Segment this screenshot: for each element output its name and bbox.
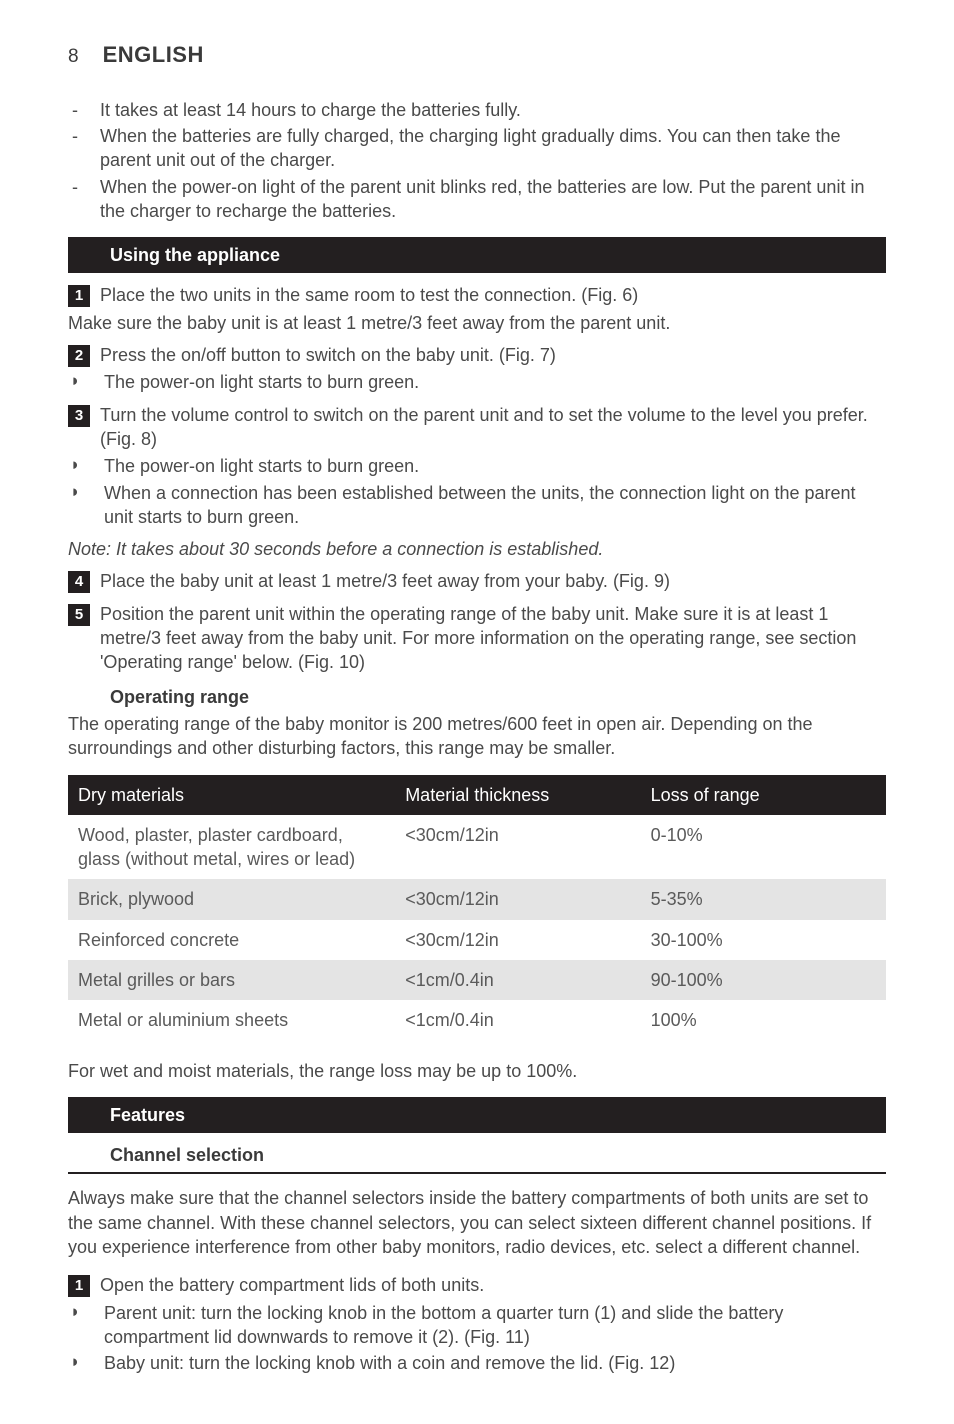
- pointer-text: Parent unit: turn the locking knob in th…: [104, 1301, 886, 1350]
- cell-loss: 30-100%: [641, 920, 886, 960]
- cell-material: Wood, plaster, plaster cardboard, glass …: [68, 815, 395, 880]
- table-row: Brick, plywood <30cm/12in 5-35%: [68, 879, 886, 919]
- range-table: Dry materials Material thickness Loss of…: [68, 775, 886, 1041]
- step-text: Place the baby unit at least 1 metre/3 f…: [100, 569, 886, 593]
- intro-bullets: -It takes at least 14 hours to charge th…: [68, 98, 886, 223]
- page-language: ENGLISH: [103, 40, 204, 70]
- cell-thickness: <30cm/12in: [395, 920, 640, 960]
- cell-thickness: <30cm/12in: [395, 815, 640, 880]
- step-4: 4 Place the baby unit at least 1 metre/3…: [68, 569, 886, 593]
- step-text: Open the battery compartment lids of bot…: [100, 1273, 886, 1297]
- dash-icon: -: [68, 98, 82, 122]
- list-item: ◗ The power-on light starts to burn green…: [68, 370, 886, 394]
- cell-loss: 0-10%: [641, 815, 886, 880]
- step-text: Turn the volume control to switch on the…: [100, 403, 886, 452]
- list-item: ◗ The power-on light starts to burn green…: [68, 454, 886, 478]
- step-1: 1 Place the two units in the same room t…: [68, 283, 886, 307]
- pointer-text: The power-on light starts to burn green.: [104, 454, 419, 478]
- step-badge: 5: [68, 604, 90, 626]
- step-1-sub: Make sure the baby unit is at least 1 me…: [68, 311, 886, 335]
- section-using-appliance: Using the appliance: [68, 237, 886, 273]
- step-text: Place the two units in the same room to …: [100, 283, 886, 307]
- step-badge: 2: [68, 345, 90, 367]
- heading-operating-range: Operating range: [110, 685, 886, 709]
- cell-material: Metal grilles or bars: [68, 960, 395, 1000]
- step-2-pointers: ◗ The power-on light starts to burn green…: [68, 370, 886, 394]
- step-badge: 4: [68, 571, 90, 593]
- list-item: ◗ Parent unit: turn the locking knob in t…: [68, 1301, 886, 1350]
- cell-thickness: <30cm/12in: [395, 879, 640, 919]
- heading-channel-selection: Channel selection: [110, 1143, 886, 1172]
- cell-thickness: <1cm/0.4in: [395, 960, 640, 1000]
- step-2: 2 Press the on/off button to switch on t…: [68, 343, 886, 367]
- heading-channel-selection-wrap: Channel selection: [68, 1143, 886, 1174]
- table-row: Reinforced concrete <30cm/12in 30-100%: [68, 920, 886, 960]
- pointer-icon: ◗: [70, 1301, 82, 1350]
- pointer-text: Baby unit: turn the locking knob with a …: [104, 1351, 675, 1375]
- channel-step-1-pointers: ◗ Parent unit: turn the locking knob in t…: [68, 1301, 886, 1376]
- list-item: ◗ Baby unit: turn the locking knob with a…: [68, 1351, 886, 1375]
- cell-material: Reinforced concrete: [68, 920, 395, 960]
- step-5: 5 Position the parent unit within the op…: [68, 602, 886, 675]
- section-features: Features: [68, 1097, 886, 1133]
- cell-loss: 90-100%: [641, 960, 886, 1000]
- list-item: -It takes at least 14 hours to charge th…: [68, 98, 886, 122]
- step-3-pointers: ◗ The power-on light starts to burn green…: [68, 454, 886, 529]
- list-item: -When the power-on light of the parent u…: [68, 175, 886, 224]
- bullet-text: When the batteries are fully charged, th…: [100, 124, 886, 173]
- pointer-icon: ◗: [70, 370, 82, 394]
- page-number: 8: [68, 44, 79, 70]
- channel-step-1: 1 Open the battery compartment lids of b…: [68, 1273, 886, 1297]
- step-badge: 1: [68, 1275, 90, 1297]
- table-row: Wood, plaster, plaster cardboard, glass …: [68, 815, 886, 880]
- pointer-text: When a connection has been established b…: [104, 481, 886, 530]
- col-thickness: Material thickness: [395, 775, 640, 815]
- step-text: Press the on/off button to switch on the…: [100, 343, 886, 367]
- step-badge: 3: [68, 405, 90, 427]
- cell-loss: 100%: [641, 1000, 886, 1040]
- dash-icon: -: [68, 124, 82, 173]
- step-badge: 1: [68, 285, 90, 307]
- range-footnote: For wet and moist materials, the range l…: [68, 1059, 886, 1083]
- cell-material: Brick, plywood: [68, 879, 395, 919]
- cell-loss: 5-35%: [641, 879, 886, 919]
- pointer-icon: ◗: [70, 481, 82, 530]
- channel-intro: Always make sure that the channel select…: [68, 1186, 886, 1259]
- cell-material: Metal or aluminium sheets: [68, 1000, 395, 1040]
- list-item: ◗ When a connection has been established …: [68, 481, 886, 530]
- list-item: -When the batteries are fully charged, t…: [68, 124, 886, 173]
- page-header: 8 ENGLISH: [68, 40, 886, 70]
- cell-thickness: <1cm/0.4in: [395, 1000, 640, 1040]
- pointer-icon: ◗: [70, 454, 82, 478]
- pointer-icon: ◗: [70, 1351, 82, 1375]
- pointer-text: The power-on light starts to burn green.: [104, 370, 419, 394]
- bullet-text: It takes at least 14 hours to charge the…: [100, 98, 521, 122]
- bullet-text: When the power-on light of the parent un…: [100, 175, 886, 224]
- note-connection-time: Note: It takes about 30 seconds before a…: [68, 537, 886, 561]
- table-row: Metal or aluminium sheets <1cm/0.4in 100…: [68, 1000, 886, 1040]
- step-text: Position the parent unit within the oper…: [100, 602, 886, 675]
- operating-range-intro: The operating range of the baby monitor …: [68, 712, 886, 761]
- step-3: 3 Turn the volume control to switch on t…: [68, 403, 886, 452]
- dash-icon: -: [68, 175, 82, 224]
- col-materials: Dry materials: [68, 775, 395, 815]
- table-row: Metal grilles or bars <1cm/0.4in 90-100%: [68, 960, 886, 1000]
- col-loss: Loss of range: [641, 775, 886, 815]
